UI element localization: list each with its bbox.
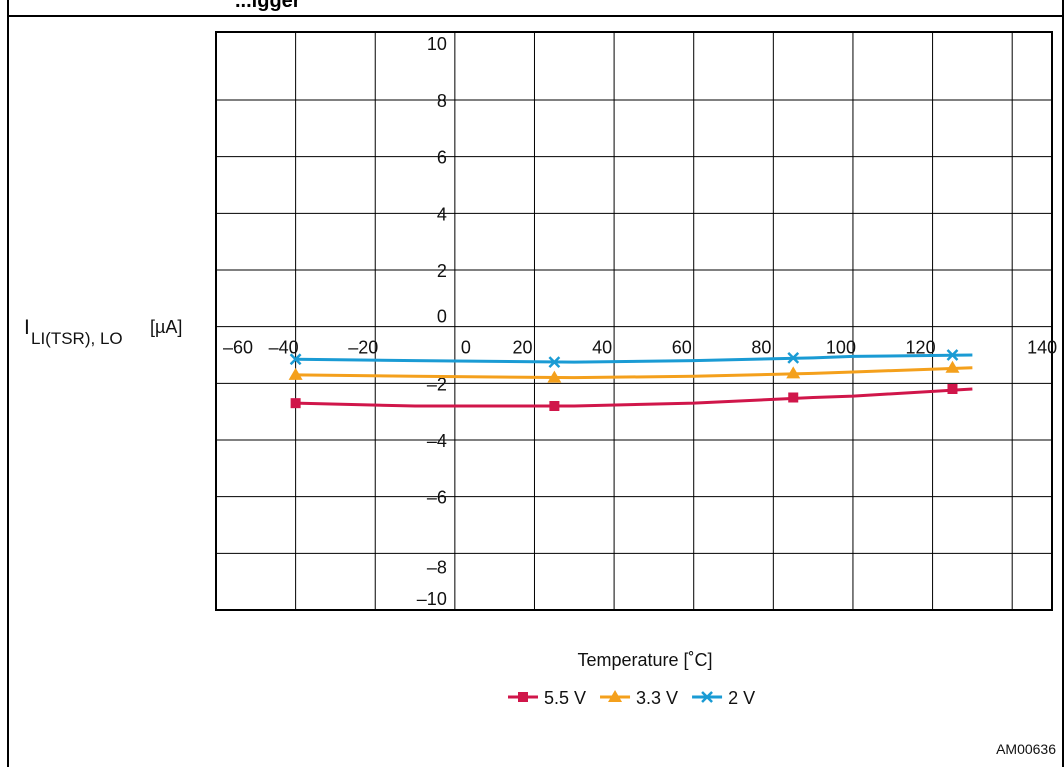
data-point [786, 366, 801, 379]
y-axis-label-unit: [µA] [150, 317, 182, 337]
heading-fragment: ...igger [235, 0, 301, 12]
plot-area: –60 –40 –20 0 20 40 60 80 100 120 1401086420–2–4–6… [215, 31, 1057, 611]
y-tick-label: –2 [427, 374, 447, 394]
data-point [288, 367, 303, 380]
legend-label: 5.5 V [544, 688, 586, 708]
series-5-5-v [290, 384, 973, 411]
data-point [549, 401, 560, 411]
y-tick-label: –4 [427, 431, 447, 451]
y-axis-label: I LI(TSR), LO [µA] [24, 316, 182, 348]
x-tick-label: 40 [592, 338, 612, 358]
y-tick-label: 4 [437, 204, 447, 224]
data-point [945, 360, 960, 373]
legend-item: 2 V [692, 688, 755, 708]
x-tick-label: 100 [826, 338, 856, 358]
x-tick-label: –40 [269, 338, 299, 358]
figure-id: AM00636 [996, 741, 1056, 757]
x-axis-label: Temperature [˚C] [577, 650, 712, 670]
y-axis-label-subscript: LI(TSR), LO [31, 329, 123, 348]
data-point [290, 398, 301, 409]
y-tick-label: –8 [427, 557, 447, 577]
y-tick-label: 8 [437, 91, 447, 111]
data-point [548, 356, 561, 368]
legend-item: 3.3 V [600, 688, 678, 708]
y-tick-label: 6 [437, 148, 447, 168]
x-tick-label: 80 [751, 338, 771, 358]
x-tick-label: –60 [223, 338, 253, 358]
data-point [947, 384, 958, 394]
y-tick-label: 10 [427, 34, 447, 54]
legend: 5.5 V 3.3 V 2 V [508, 688, 755, 708]
legend-item: 5.5 V [508, 688, 586, 708]
data-point [946, 349, 959, 361]
x-tick-label: 120 [906, 338, 936, 358]
legend-marker [608, 690, 623, 702]
x-tick-label: 20 [512, 338, 532, 358]
y-axis-label-main: I [24, 316, 30, 339]
x-tick-label: 60 [672, 338, 692, 358]
y-tick-label: –10 [417, 589, 447, 609]
data-point [788, 392, 799, 403]
series-3-3-v [288, 360, 973, 383]
y-tick-label: 0 [437, 307, 447, 327]
plot-frame [215, 31, 1053, 611]
y-tick-label: –6 [427, 488, 447, 508]
tick-labels: –60 –40 –20 0 20 40 60 80 100 120 1401086420–2–4–6… [223, 34, 1057, 609]
series-line [295, 353, 973, 364]
data-point [787, 351, 800, 364]
y-tick-label: 2 [437, 261, 447, 281]
legend-label: 2 V [728, 688, 755, 708]
series-line [295, 387, 973, 408]
series-layer [288, 349, 973, 411]
x-tick-label: –20 [348, 338, 378, 358]
legend-label: 3.3 V [636, 688, 678, 708]
legend-marker [701, 691, 713, 703]
legend-marker [518, 692, 528, 702]
data-point [547, 370, 562, 383]
series-line [295, 366, 973, 380]
series-2-v [289, 349, 973, 368]
data-point [289, 353, 302, 366]
x-tick-label: 140 [1027, 338, 1057, 358]
gridlines [216, 32, 1052, 610]
x-tick-label: 0 [461, 338, 471, 358]
